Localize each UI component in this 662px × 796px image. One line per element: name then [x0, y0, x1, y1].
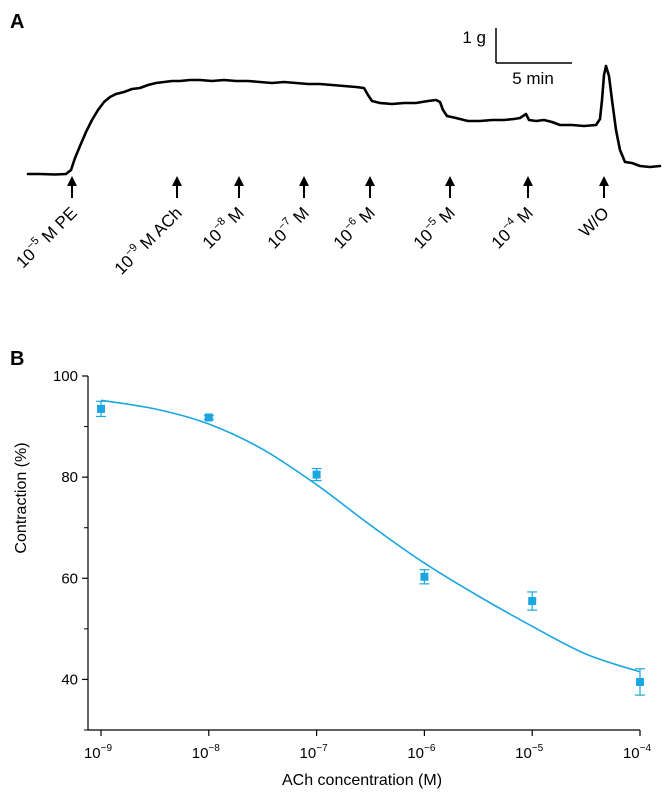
x-tick-label-base: 10: [84, 745, 101, 762]
x-tick-label-exponent: −4: [640, 743, 652, 754]
event-label: 10−9 M ACh: [109, 202, 186, 279]
y-tick-label: 100: [53, 368, 78, 385]
x-tick-label: 10−8: [192, 743, 221, 762]
y-axis-title: Contraction (%): [13, 442, 30, 553]
event-arrows: [67, 176, 609, 198]
data-point: [635, 668, 645, 696]
data-marker: [420, 572, 429, 581]
x-tick-label: 10−6: [407, 743, 436, 762]
scale-bar-vertical-label: 1 g: [462, 28, 486, 47]
force-trace: [26, 64, 662, 176]
x-tick-label: 10−5: [515, 743, 544, 762]
data-point: [203, 413, 214, 422]
scale-bar: 1 g 5 min: [462, 28, 572, 88]
event-labels: 10−5 M PE 10−9 M ACh 10−8 M 10−7 M 10−6 M 10−…: [11, 202, 612, 279]
x-tick-label: 10−4: [623, 743, 652, 762]
x-tick-label-exponent: −6: [424, 743, 436, 754]
data-marker: [528, 597, 537, 606]
event-label-unit: M PE: [35, 203, 81, 249]
y-tick-label: 80: [61, 469, 78, 486]
data-point: [419, 569, 430, 585]
x-tick-label-base: 10: [407, 745, 424, 762]
y-tick-label: 60: [61, 570, 78, 587]
x-tick-label-base: 10: [192, 745, 209, 762]
data-points: [96, 400, 645, 696]
event-arrow: [445, 176, 455, 198]
event-label: 10−6 M: [328, 202, 378, 252]
data-point: [96, 400, 106, 418]
panel-b-label: B: [10, 348, 24, 370]
event-label: 10−7 M: [262, 202, 312, 252]
x-tick-label: 10−9: [84, 743, 113, 762]
panel-a-label: A: [10, 11, 24, 33]
event-arrow: [365, 176, 375, 198]
scale-bar-horizontal-label: 5 min: [512, 69, 554, 88]
event-label-unit: M ACh: [133, 203, 186, 256]
x-tick-label-base: 10: [300, 745, 317, 762]
x-tick-label-exponent: −8: [208, 743, 220, 754]
x-tick-label: 10−7: [300, 743, 329, 762]
event-arrow: [67, 176, 77, 198]
x-ticks: 10−9 10−8 10−7 10−6 10−5 10−4: [84, 730, 652, 762]
x-axis-title: ACh concentration (M): [282, 772, 442, 789]
data-marker: [204, 413, 213, 422]
data-point: [527, 591, 538, 611]
x-tick-label-exponent: −9: [101, 743, 113, 754]
event-arrow: [172, 176, 182, 198]
x-tick-label-exponent: −7: [316, 743, 328, 754]
fit-curve: [100, 399, 641, 673]
event-label: 10−5 M PE: [11, 202, 81, 272]
x-tick-label-base: 10: [515, 745, 532, 762]
y-tick-label: 40: [61, 671, 78, 688]
event-arrow: [599, 176, 609, 198]
event-arrow: [523, 176, 533, 198]
x-tick-label-exponent: −5: [532, 743, 544, 754]
data-marker: [97, 404, 105, 413]
event-label: 10−8 M: [197, 202, 247, 252]
event-arrow: [299, 176, 309, 198]
data-marker: [636, 677, 644, 686]
event-label: 10−4 M: [486, 202, 536, 252]
y-ticks: 40 60 80 100: [53, 368, 88, 731]
data-point: [311, 467, 322, 482]
event-arrow: [234, 176, 244, 198]
event-label: W/O: [575, 203, 612, 240]
data-marker: [312, 470, 321, 479]
event-label: 10−5 M: [408, 202, 458, 252]
x-tick-label-base: 10: [623, 745, 640, 762]
